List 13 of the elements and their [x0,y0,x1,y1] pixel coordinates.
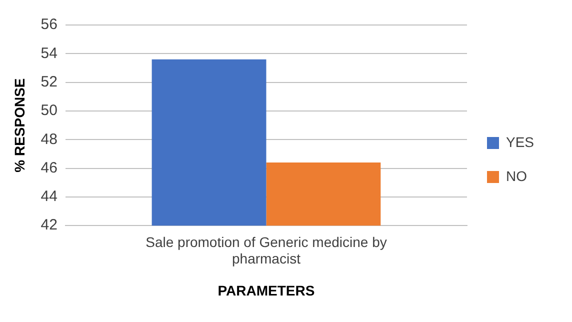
legend-label: NO [506,168,528,184]
y-tick-label: 42 [40,216,58,234]
x-axis-title: PARAMETERS [218,282,315,298]
y-tick-label: 48 [40,130,58,148]
x-tick-label: Sale promotion of Generic medicine by pharmacist [146,234,387,267]
y-tick-label: 56 [40,16,58,34]
y-tick-label: 46 [40,159,58,176]
y-axis-title: % RESPONSE [11,78,28,172]
legend-label: YES [506,134,534,150]
y-tick-label: 54 [40,44,58,62]
y-tick-label: 52 [40,73,58,90]
y-tick-label: 50 [40,102,58,120]
y-tick-label: 44 [40,188,58,206]
